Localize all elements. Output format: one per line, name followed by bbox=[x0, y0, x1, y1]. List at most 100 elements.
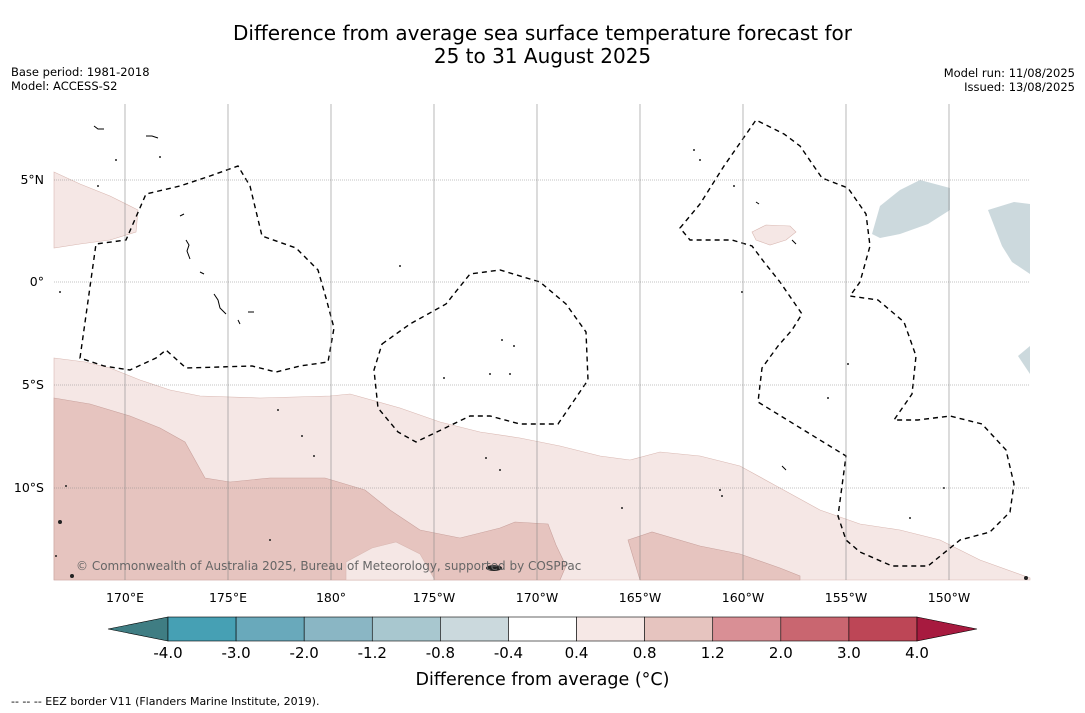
colorbar-segment bbox=[371, 616, 441, 642]
colorbar-tick-label: 0.4 bbox=[564, 644, 589, 662]
island-dot-24 bbox=[699, 159, 701, 161]
colorbar-extend-high bbox=[916, 616, 978, 642]
colorbar-tick-label: -0.4 bbox=[493, 644, 524, 662]
longitude-label: 155°W bbox=[825, 590, 867, 605]
cool-anomaly-region-2 bbox=[988, 202, 1030, 274]
colorbar-segment bbox=[780, 616, 850, 642]
longitude-label: 160°W bbox=[722, 590, 764, 605]
cool-anomaly-region-1 bbox=[872, 180, 950, 238]
island-dot-27 bbox=[58, 520, 62, 524]
island-6 bbox=[213, 293, 227, 315]
island-dot-7 bbox=[513, 345, 515, 347]
island-dot-16 bbox=[719, 489, 721, 491]
colorbar-segment bbox=[644, 616, 714, 642]
island-10 bbox=[791, 239, 797, 245]
copyright-notice: © Commonwealth of Australia 2025, Bureau… bbox=[76, 559, 581, 573]
island-dot-14 bbox=[485, 457, 487, 459]
colorbar-segment bbox=[235, 616, 305, 642]
colorbar bbox=[107, 616, 978, 642]
colorbar-extend-low bbox=[107, 616, 169, 642]
longitude-label: 170°E bbox=[106, 590, 144, 605]
island-dot-19 bbox=[847, 363, 849, 365]
colorbar-tick-label: -1.2 bbox=[357, 644, 387, 662]
longitude-label: 175°E bbox=[209, 590, 247, 605]
model-run-text: Model run: 11/08/2025 bbox=[943, 66, 1075, 80]
base-period-text: Base period: 1981-2018 bbox=[11, 65, 150, 79]
latitude-gridlines bbox=[54, 179, 1030, 489]
map-title: Difference from average sea surface temp… bbox=[0, 22, 1085, 68]
longitude-label: 180° bbox=[316, 590, 346, 605]
island-dot-20 bbox=[827, 397, 829, 399]
colorbar-tick-label: 0.8 bbox=[632, 644, 657, 662]
latitude-labels: 5°N 0° 5°S 10°S bbox=[14, 172, 44, 495]
colorbar-segment bbox=[440, 616, 509, 642]
longitude-label: 175°W bbox=[413, 590, 455, 605]
island-dot-11 bbox=[277, 409, 279, 411]
title-line-1: Difference from average sea surface temp… bbox=[232, 21, 852, 45]
island-dot-5 bbox=[399, 265, 401, 267]
model-text: Model: ACCESS-S2 bbox=[11, 79, 118, 93]
model-info: Base period: 1981-2018 Model: ACCESS-S2 bbox=[11, 65, 150, 93]
island-outlines bbox=[93, 125, 797, 471]
colorbar-segment bbox=[303, 616, 373, 642]
island-dot-31 bbox=[269, 539, 271, 541]
island-dot-8 bbox=[443, 377, 445, 379]
island-dot-26 bbox=[733, 185, 735, 187]
island-dot-6 bbox=[501, 339, 503, 341]
title-line-2: 25 to 31 August 2025 bbox=[433, 44, 652, 68]
colorbar-title: Difference from average (°C) bbox=[415, 670, 670, 690]
cool-anomaly-region-3 bbox=[1018, 346, 1030, 374]
island-dot-1 bbox=[159, 156, 161, 158]
colorbar-segment bbox=[848, 616, 918, 642]
colorbar-tick-label: 1.2 bbox=[700, 644, 725, 662]
island-3 bbox=[179, 213, 185, 217]
island-dot-17 bbox=[721, 495, 723, 497]
latitude-label: 0° bbox=[30, 274, 44, 289]
colorbar-tick-label: -2.0 bbox=[289, 644, 319, 662]
longitude-label: 170°W bbox=[516, 590, 558, 605]
eez-footnote: -- -- -- EEZ border V11 (Flanders Marine… bbox=[11, 695, 320, 708]
island-9 bbox=[755, 201, 760, 205]
island-tongatapu bbox=[486, 565, 502, 571]
island-dot-12 bbox=[301, 435, 303, 437]
island-dot-32 bbox=[1024, 576, 1028, 580]
issued-text: Issued: 13/08/2025 bbox=[964, 80, 1075, 94]
island-5 bbox=[199, 271, 205, 275]
island-dot-15 bbox=[499, 469, 501, 471]
longitude-label: 150°W bbox=[928, 590, 970, 605]
island-4 bbox=[185, 239, 191, 260]
island-dot-10 bbox=[509, 373, 511, 375]
colorbar-tick-label: 4.0 bbox=[905, 644, 929, 662]
island-dot-18 bbox=[621, 507, 623, 509]
warm-anomaly-region-mid-west bbox=[53, 397, 567, 581]
island-dots bbox=[55, 149, 1028, 580]
longitude-labels: 170°E 175°E 180° 175°W 170°W 165°W 160°W 155°W 1… bbox=[106, 590, 970, 605]
colorbar-segment bbox=[508, 616, 577, 642]
longitude-label: 165°W bbox=[619, 590, 661, 605]
colorbar-segment bbox=[576, 616, 645, 642]
island-dot-25 bbox=[741, 291, 743, 293]
island-dot-28 bbox=[70, 574, 74, 578]
latitude-label: 5°N bbox=[20, 172, 44, 187]
island-2 bbox=[93, 125, 104, 130]
latitude-label: 10°S bbox=[14, 480, 44, 495]
island-dot-29 bbox=[55, 555, 57, 557]
island-dot-9 bbox=[489, 373, 491, 375]
island-dot-23 bbox=[693, 149, 695, 151]
island-dot-4 bbox=[59, 291, 61, 293]
latitude-label: 5°S bbox=[22, 377, 44, 392]
island-8 bbox=[237, 319, 241, 325]
colorbar-tick-label: -3.0 bbox=[221, 644, 251, 662]
colorbar-segment bbox=[712, 616, 782, 642]
island-dot-3 bbox=[97, 185, 99, 187]
colorbar-tick-label: -4.0 bbox=[153, 644, 183, 662]
island-1 bbox=[146, 135, 159, 139]
longitude-gridlines bbox=[124, 104, 950, 580]
run-info: Model run: 11/08/2025 Issued: 13/08/2025 bbox=[944, 66, 1075, 94]
colorbar-segment bbox=[167, 616, 237, 642]
colorbar-tick-label: -0.8 bbox=[425, 644, 455, 662]
eez-border-line-islands bbox=[679, 119, 1015, 567]
colorbar-tick-labels: -4.0 -3.0 -2.0 -1.2 -0.8 -0.4 0.4 0.8 1.2 2.0 3.0 4… bbox=[0, 644, 1085, 664]
light-pocket-south bbox=[345, 541, 436, 581]
